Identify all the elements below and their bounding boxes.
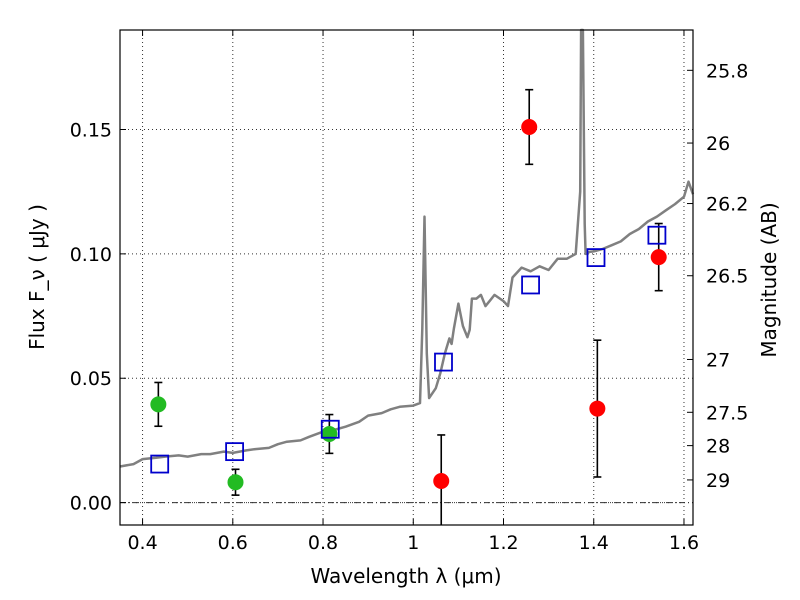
y2-tick-label: 28	[706, 436, 730, 458]
x-tick-label: 0.4	[127, 532, 157, 554]
y-tick-label: 0.10	[70, 244, 112, 266]
x-tick-label: 1.4	[579, 532, 609, 554]
x-axis-label: Wavelength λ (μm)	[310, 564, 501, 588]
x-tick-label: 1.2	[488, 532, 518, 554]
y2-tick-label: 26	[706, 133, 730, 155]
x-tick-label: 1	[407, 532, 419, 554]
model-point-square	[586, 248, 606, 268]
plot-frame	[119, 29, 694, 526]
data-point-circle	[150, 396, 167, 413]
y-axis-label: Flux F_ν ( μJy )	[25, 204, 49, 350]
data-point-circle	[227, 474, 244, 491]
model-point-square	[434, 352, 453, 372]
marker-layer	[150, 119, 667, 491]
y2-tick-label: 25.8	[706, 60, 748, 82]
model-point-square	[225, 442, 245, 462]
x-tick-label: 0.8	[308, 532, 338, 554]
x-tick-label: 0.6	[218, 532, 248, 554]
y2-tick-label: 27.5	[706, 402, 748, 424]
model-point-square	[647, 225, 667, 245]
model-spectrum-line	[119, 28, 695, 468]
data-point-circle	[521, 119, 538, 136]
model-point-square	[150, 454, 170, 474]
grid-lines	[120, 30, 693, 525]
y2-tick-label: 26.2	[706, 194, 748, 216]
data-point-circle	[650, 249, 667, 266]
data-point-circle	[433, 472, 450, 489]
tick-labels-layer: 0.4 0.6 0.8 1 1.2 1.4 1.6 0.00 0.05 0.10 0.15 25.8 2…	[70, 60, 749, 554]
data-point-circle	[321, 425, 338, 442]
data-point-circle	[589, 400, 606, 417]
ticks-layer	[120, 30, 693, 525]
y2-tick-label: 29	[706, 470, 730, 492]
y2-tick-label: 27	[706, 349, 730, 371]
y-tick-label: 0.15	[70, 119, 112, 141]
y-tick-label: 0.05	[70, 368, 112, 390]
y2-axis-label: Magnitude (AB)	[757, 202, 781, 357]
spectrum-layer	[119, 28, 695, 468]
model-point-square	[521, 275, 540, 295]
model-point-square	[320, 419, 340, 439]
y2-tick-label: 26.5	[706, 266, 748, 288]
x-tick-label: 1.6	[669, 532, 699, 554]
y-tick-label: 0.00	[70, 493, 112, 515]
